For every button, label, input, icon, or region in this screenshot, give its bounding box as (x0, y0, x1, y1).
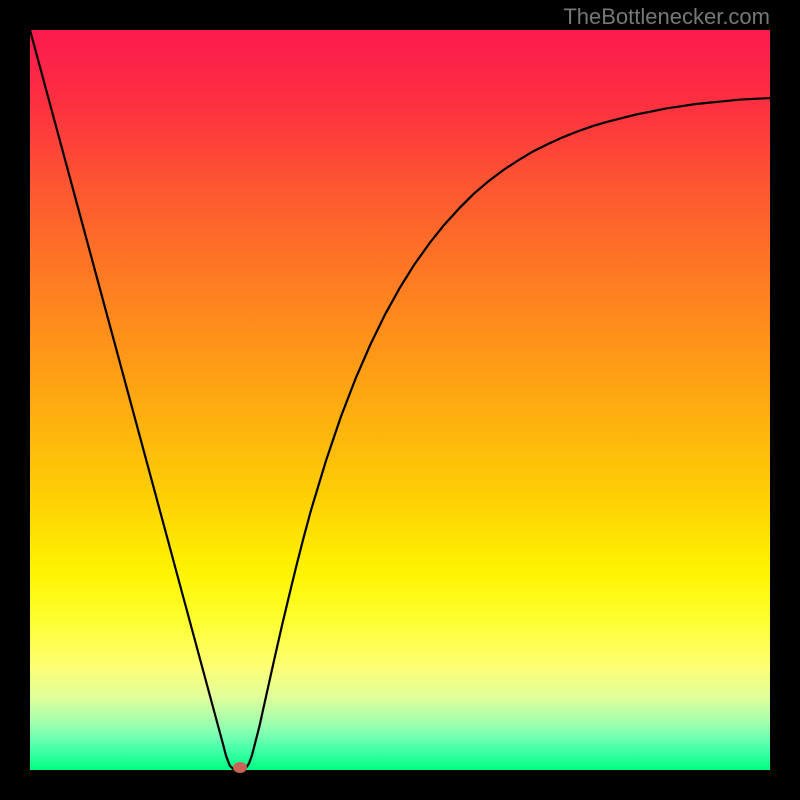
optimum-marker (233, 762, 247, 773)
watermark-text: TheBottlenecker.com (563, 4, 770, 30)
plot-area (30, 30, 770, 770)
curve-line (30, 30, 770, 770)
chart-frame: TheBottlenecker.com (0, 0, 800, 800)
